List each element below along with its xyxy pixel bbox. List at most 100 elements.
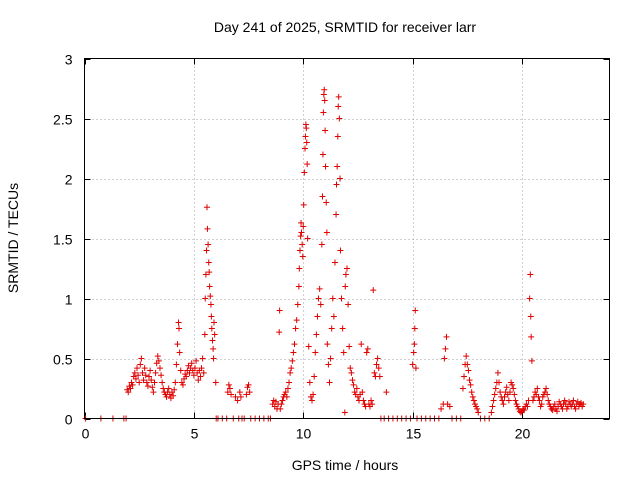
data-point (505, 397, 512, 404)
data-point (288, 365, 295, 372)
data-point (554, 408, 560, 415)
data-point (205, 241, 212, 248)
data-point (319, 193, 326, 200)
data-point (545, 397, 552, 404)
data-point (202, 295, 209, 302)
data-point (359, 389, 366, 396)
data-point (319, 151, 326, 158)
data-point (304, 235, 311, 242)
data-point (210, 355, 217, 362)
data-point (306, 379, 313, 386)
data-point (344, 265, 350, 272)
data-point (234, 397, 241, 404)
data-point (321, 97, 328, 104)
data-point (468, 389, 475, 396)
data-point (376, 373, 383, 380)
y-tick-label: 2 (65, 172, 73, 188)
data-point (158, 372, 165, 379)
data-point (322, 127, 329, 134)
data-point (517, 409, 524, 416)
data-point (282, 389, 289, 396)
data-point (333, 211, 340, 218)
data-point (300, 201, 307, 208)
data-point (208, 325, 215, 332)
y-tick-labels: 0 0.5 1 1.5 2 2.5 3 (53, 52, 73, 428)
data-point (191, 365, 198, 372)
data-point (170, 392, 177, 399)
data-point (524, 403, 531, 410)
data-point (412, 365, 419, 372)
data-point (299, 241, 306, 248)
data-point (348, 369, 355, 376)
data-point (322, 163, 329, 170)
data-point (186, 369, 193, 376)
data-point (438, 405, 445, 412)
data-point (183, 373, 190, 380)
data-point (172, 379, 179, 386)
data-point (333, 181, 340, 188)
x-tick-label: 20 (515, 426, 531, 442)
data-point (206, 269, 213, 276)
data-points (82, 86, 587, 422)
data-point (176, 325, 182, 332)
data-point (337, 247, 344, 254)
data-point (510, 385, 517, 392)
data-point (125, 389, 132, 396)
data-point (529, 397, 536, 404)
data-point (528, 333, 535, 340)
data-point (496, 379, 503, 386)
data-point (338, 295, 345, 302)
data-point (521, 407, 528, 414)
data-point (364, 345, 371, 352)
data-point (512, 397, 519, 404)
data-point (312, 349, 319, 356)
data-point (134, 365, 140, 372)
data-point (345, 301, 352, 308)
y-tick-label: 2.5 (53, 112, 73, 128)
data-point (176, 349, 183, 356)
data-point (446, 403, 453, 410)
data-point (323, 199, 330, 206)
data-point (491, 391, 498, 398)
data-point (163, 393, 170, 400)
data-point (501, 393, 508, 400)
data-point (277, 405, 284, 412)
data-point (347, 365, 354, 372)
data-point (309, 397, 315, 404)
data-point (171, 386, 178, 393)
data-point (544, 391, 551, 398)
data-point (410, 349, 417, 356)
data-point (543, 385, 550, 392)
data-point (443, 333, 450, 340)
data-point (283, 393, 290, 400)
data-point (300, 223, 307, 230)
data-point (127, 385, 134, 392)
data-point (201, 331, 208, 338)
data-point (211, 331, 218, 338)
data-point (335, 93, 342, 100)
data-point (509, 381, 516, 388)
data-point (511, 391, 518, 398)
data-point (459, 385, 466, 392)
data-point (464, 361, 471, 368)
data-point (492, 385, 499, 392)
data-point (298, 229, 305, 236)
data-point (295, 283, 302, 290)
data-point (245, 381, 252, 388)
data-point (315, 295, 322, 302)
data-point (296, 265, 303, 272)
data-point (150, 389, 157, 396)
data-point (339, 325, 346, 332)
data-point (177, 367, 184, 374)
data-point (465, 367, 472, 374)
data-point (314, 313, 321, 320)
data-point (156, 365, 163, 372)
axis-ticks (84, 58, 610, 420)
data-point (246, 389, 253, 396)
data-point (276, 329, 283, 336)
data-point (411, 325, 418, 332)
data-point (469, 393, 476, 400)
data-point (143, 379, 150, 386)
data-point (303, 139, 310, 146)
